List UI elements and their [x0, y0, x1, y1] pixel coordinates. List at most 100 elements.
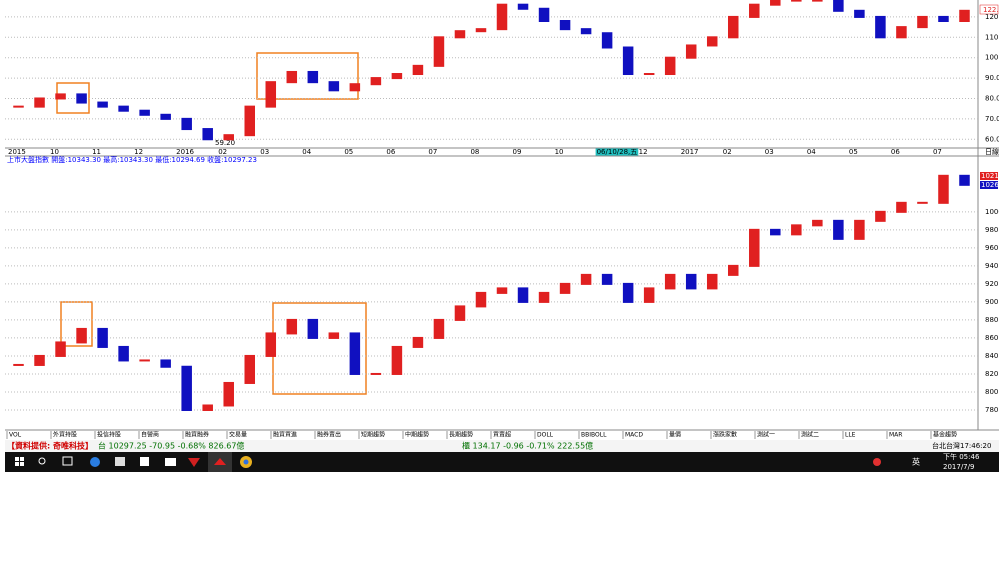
y-tick-label: 920 [985, 280, 998, 288]
store-icon[interactable] [140, 457, 149, 466]
tab[interactable]: MACD [625, 432, 643, 439]
tab[interactable]: 融資融券 [185, 431, 209, 439]
price-bar [328, 81, 340, 92]
price-bar [664, 56, 676, 76]
tab[interactable]: 交易量 [229, 431, 247, 439]
tab[interactable]: 基金趨勢 [933, 431, 957, 439]
price-bar [76, 327, 87, 344]
tray-icon[interactable] [873, 458, 881, 466]
app-icon [214, 458, 226, 465]
y-tick-label: 840 [985, 352, 998, 360]
y-tick-label: 860 [985, 334, 998, 342]
price-bar [917, 201, 928, 204]
taskbar-time: 下午 05:46 [943, 452, 980, 461]
price-bar [181, 365, 192, 411]
price-bar [538, 7, 550, 22]
tab[interactable]: 投信持股 [97, 431, 121, 439]
tab[interactable]: MAR [889, 432, 902, 439]
price-bar [370, 372, 382, 375]
price-tag-box [979, 4, 999, 15]
price-bar [538, 291, 550, 303]
mail-icon[interactable] [165, 458, 176, 466]
taskview-icon[interactable] [62, 456, 73, 466]
tab[interactable]: 外資持股 [53, 431, 77, 439]
tab[interactable]: LLE [845, 432, 856, 439]
chrome-icon [243, 459, 249, 465]
price-bar [349, 332, 361, 375]
taskbar [5, 452, 999, 472]
app-icon[interactable] [188, 458, 200, 467]
tab-bar: VOL 外資持股 投信持股 自營商 融資融券 交易量 融資買進 融券賣出 短期趨勢 中期趨勢 長期趨… [6, 431, 957, 439]
price-bar [181, 117, 192, 131]
price-bar [139, 109, 150, 116]
tab[interactable]: VOL [9, 432, 22, 439]
price-bar [959, 174, 970, 186]
tab[interactable]: 量價 [669, 431, 681, 439]
x-tick-label: 04 [807, 148, 816, 156]
price-bar [833, 0, 844, 12]
tab[interactable]: 長期趨勢 [449, 431, 473, 439]
tab[interactable]: 漲跌家數 [713, 431, 737, 439]
tab[interactable]: 自營商 [141, 431, 159, 439]
price-bar [97, 101, 108, 108]
x-tick-label: 12 [639, 148, 648, 156]
price-bar [244, 105, 256, 137]
y-tick-label: 1000 [985, 208, 999, 216]
price-bar [475, 28, 487, 33]
price-bar [559, 20, 571, 31]
x-tick-label: 03 [765, 148, 774, 156]
x-tick-label: 08 [470, 148, 479, 156]
otc-quote: 櫃 134.17 -0.96 -0.71% 222.55億 [462, 441, 593, 451]
price-bar [791, 0, 802, 2]
tab[interactable]: 測試一 [757, 431, 775, 439]
x-tick-label: 2016 [176, 148, 194, 156]
tab[interactable]: 買賣超 [493, 431, 511, 439]
x-tick-label: 02 [218, 148, 227, 156]
price-bar [938, 15, 949, 22]
edge-icon[interactable] [90, 457, 100, 467]
explorer-icon[interactable] [115, 457, 125, 466]
status-bar [5, 440, 999, 452]
x-tick-label: 03 [260, 148, 269, 156]
price-bar [580, 273, 592, 285]
price-bar [160, 359, 171, 368]
price-bar [791, 224, 802, 236]
tab[interactable]: 融券賣出 [317, 431, 341, 439]
ime-lang[interactable]: 英 [912, 457, 920, 467]
tab[interactable]: 測試二 [801, 431, 819, 439]
price-tag: 122.5 [983, 6, 999, 14]
price-bar [475, 291, 487, 308]
search-icon[interactable] [38, 457, 46, 465]
tab[interactable]: 融資買進 [273, 431, 297, 439]
price-bar [601, 273, 613, 285]
price-bar [685, 273, 697, 290]
price-bar [55, 341, 66, 357]
highlight-box [60, 301, 93, 347]
tab[interactable]: BBIBOLL [581, 432, 607, 439]
x-tick-label: 02 [723, 148, 732, 156]
tab[interactable]: 短期趨勢 [361, 431, 385, 439]
x-tick-label: 06 [891, 148, 900, 156]
price-bar [202, 404, 213, 411]
tab[interactable]: DOLL [537, 432, 554, 439]
low-annotation: 59.20 [215, 139, 235, 147]
y-tick-label: 900 [985, 298, 998, 306]
price-bar [770, 228, 781, 236]
app-window [5, 0, 999, 452]
price-bar [454, 305, 466, 321]
start-icon[interactable] [15, 457, 19, 461]
price-bar [812, 219, 823, 227]
price-bar [307, 318, 319, 339]
y-tick-label: 70.0 [985, 115, 999, 123]
tab[interactable]: 中期趨勢 [405, 431, 429, 439]
index-header: 上市大盤指數 開盤:10343.30 最高:10343.30 最低:10294.… [7, 155, 257, 164]
price-bar [770, 0, 781, 6]
price-bar [454, 30, 466, 39]
price-bar [706, 36, 718, 47]
start-icon [20, 462, 24, 466]
price-bar [959, 9, 970, 22]
x-tick-label: 07 [428, 148, 437, 156]
y-tick-label: 940 [985, 262, 998, 270]
price-bar [517, 287, 529, 303]
price-bar [13, 105, 24, 108]
